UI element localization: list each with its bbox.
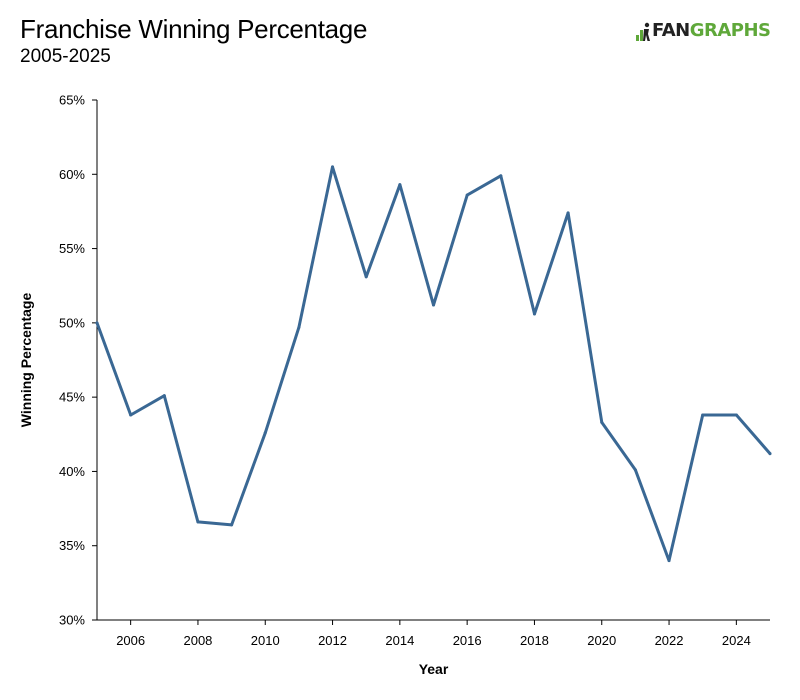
x-axis-title: Year: [419, 661, 449, 677]
series-line: [95, 165, 772, 563]
data-point: [768, 452, 772, 456]
data-point: [432, 303, 435, 307]
fangraphs-logo-icon: [636, 22, 650, 41]
x-tick-label: 2020: [587, 633, 616, 648]
y-axis-title: Winning Percentage: [18, 293, 34, 428]
data-point: [465, 193, 469, 197]
data-point: [600, 420, 604, 424]
y-tick-label: 65%: [59, 93, 85, 108]
logo-text-fan: FAN: [652, 20, 690, 41]
y-axis: 30% 35% 40% 45% 50% 55% 60% 65%: [59, 93, 98, 628]
y-tick-label: 60%: [59, 167, 85, 182]
data-point: [734, 413, 738, 417]
data-point: [398, 183, 402, 187]
data-point: [633, 468, 637, 472]
data-point: [263, 431, 267, 435]
series-group: [95, 165, 772, 563]
data-point: [297, 325, 301, 329]
data-point: [701, 413, 705, 417]
x-tick-label: 2016: [453, 633, 482, 648]
data-point: [667, 559, 671, 563]
data-point: [499, 174, 503, 178]
data-point: [532, 312, 536, 316]
x-tick-label: 2018: [520, 633, 549, 648]
x-tick-label: 2008: [183, 633, 212, 648]
data-point: [364, 275, 368, 279]
y-tick-label: 55%: [59, 241, 85, 256]
x-axis: 2006 2008 2010 2012 2014 2016 2018 2020 2022 2024: [97, 619, 770, 648]
y-tick-label: 35%: [59, 538, 85, 553]
chart-title: Franchise Winning Percentage: [20, 14, 368, 44]
y-tick-label: 40%: [59, 464, 85, 479]
x-tick-label: 2012: [318, 633, 347, 648]
data-point: [196, 520, 200, 524]
data-point: [95, 321, 99, 325]
x-tick-label: 2010: [251, 633, 280, 648]
data-point: [230, 523, 234, 527]
x-tick-label: 2022: [655, 633, 684, 648]
data-point: [162, 394, 166, 398]
chart-subtitle: 2005-2025: [20, 46, 111, 67]
y-tick-label: 50%: [59, 315, 85, 330]
y-tick-label: 45%: [59, 390, 85, 405]
x-tick-label: 2006: [116, 633, 145, 648]
data-point: [129, 413, 133, 417]
data-point: [331, 165, 335, 169]
data-point: [566, 211, 570, 215]
logo-text-graphs: GRAPHS: [689, 20, 771, 41]
fangraphs-logo: FAN GRAPHS: [636, 20, 771, 41]
y-tick-label: 30%: [59, 613, 85, 628]
x-tick-label: 2014: [385, 633, 414, 648]
x-tick-label: 2024: [722, 633, 751, 648]
